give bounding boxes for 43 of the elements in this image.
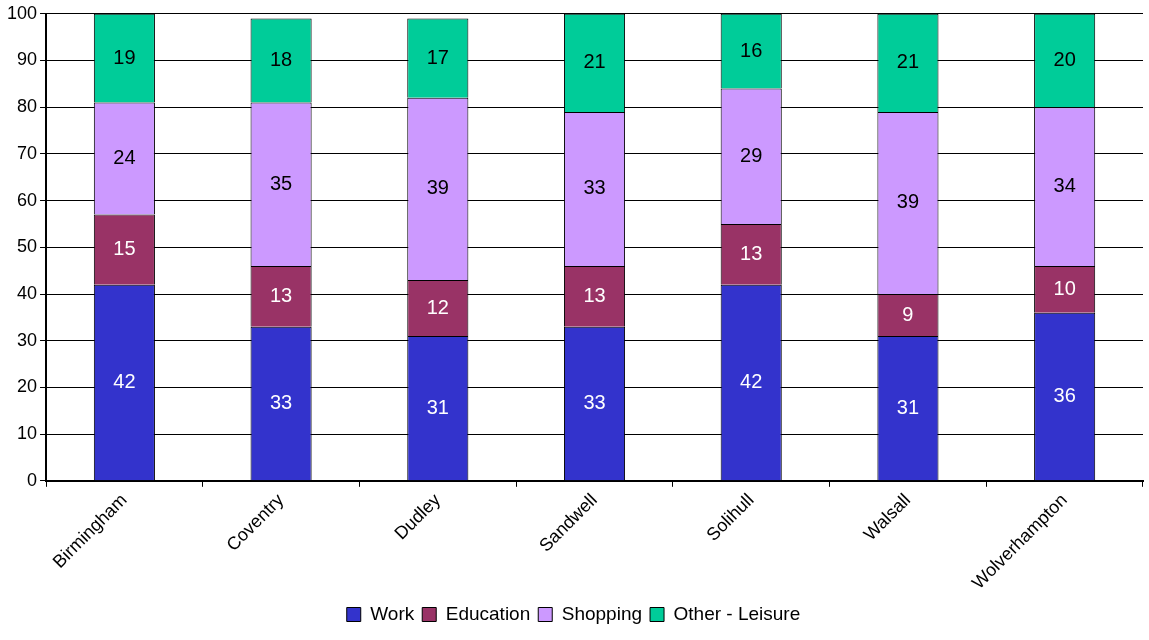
y-tick-label: 20 [17,376,38,397]
y-tick-label: 90 [17,49,38,70]
y-tick-label: 60 [17,189,38,210]
data-label: 39 [426,176,449,199]
legend-label: Shopping [561,602,643,624]
data-label: 31 [426,395,449,418]
legend-label: Education [445,602,531,624]
data-label: 39 [896,190,920,213]
y-tick-label: 50 [17,236,38,257]
y-tick-label: 100 [6,2,38,23]
y-tick-label: 10 [17,423,38,444]
y-tick-label: 40 [17,282,38,303]
data-label: 18 [269,48,293,71]
data-label: 21 [583,50,606,73]
y-tick-label: 0 [27,469,38,490]
data-label: 20 [1053,48,1076,71]
data-label: 13 [269,283,293,306]
y-tick-label: 30 [17,329,38,350]
data-label: 33 [583,176,606,199]
data-label: 34 [1053,174,1076,197]
data-label: 33 [269,391,293,414]
data-label: 16 [740,38,763,61]
y-tick-label: 80 [17,96,38,117]
data-label: 10 [1053,276,1076,299]
data-label: 13 [583,283,606,306]
y-tick-label: 70 [17,142,38,163]
data-label: 19 [113,45,136,68]
data-label: 31 [896,395,920,418]
data-label: 29 [740,143,763,166]
data-label: 21 [896,50,920,73]
data-label: 15 [113,237,136,260]
data-label: 42 [113,370,136,393]
data-label: 33 [583,391,606,414]
data-label: 13 [740,241,763,264]
data-label: 35 [269,171,293,194]
data-label: 12 [426,295,449,318]
legend-label: Other - Leisure [673,602,801,624]
legend-label: Work [370,602,415,624]
data-label: 24 [113,146,136,169]
data-label: 9 [902,302,914,325]
data-label: 17 [426,45,449,68]
data-label: 42 [740,370,763,393]
data-label: 36 [1053,384,1076,407]
